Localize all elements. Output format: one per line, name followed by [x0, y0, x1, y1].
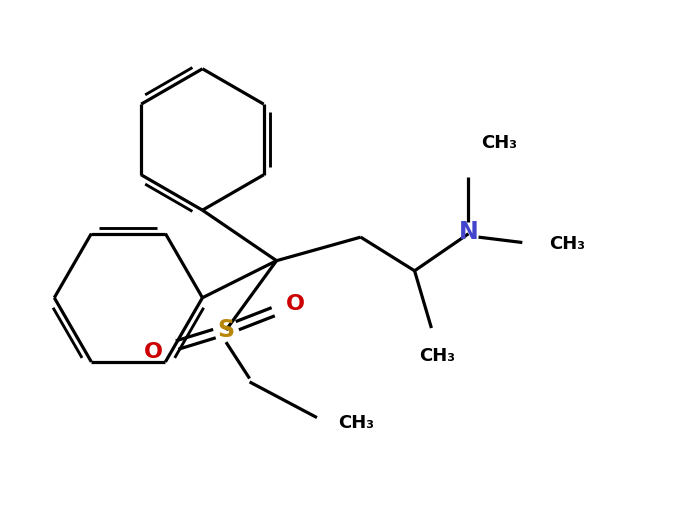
Text: CH₃: CH₃ — [338, 414, 375, 432]
Text: O: O — [286, 294, 305, 314]
Text: O: O — [144, 342, 163, 362]
Text: CH₃: CH₃ — [550, 235, 585, 253]
Text: N: N — [458, 220, 478, 245]
Text: CH₃: CH₃ — [419, 347, 455, 365]
Text: S: S — [217, 318, 234, 342]
Text: CH₃: CH₃ — [481, 134, 517, 152]
